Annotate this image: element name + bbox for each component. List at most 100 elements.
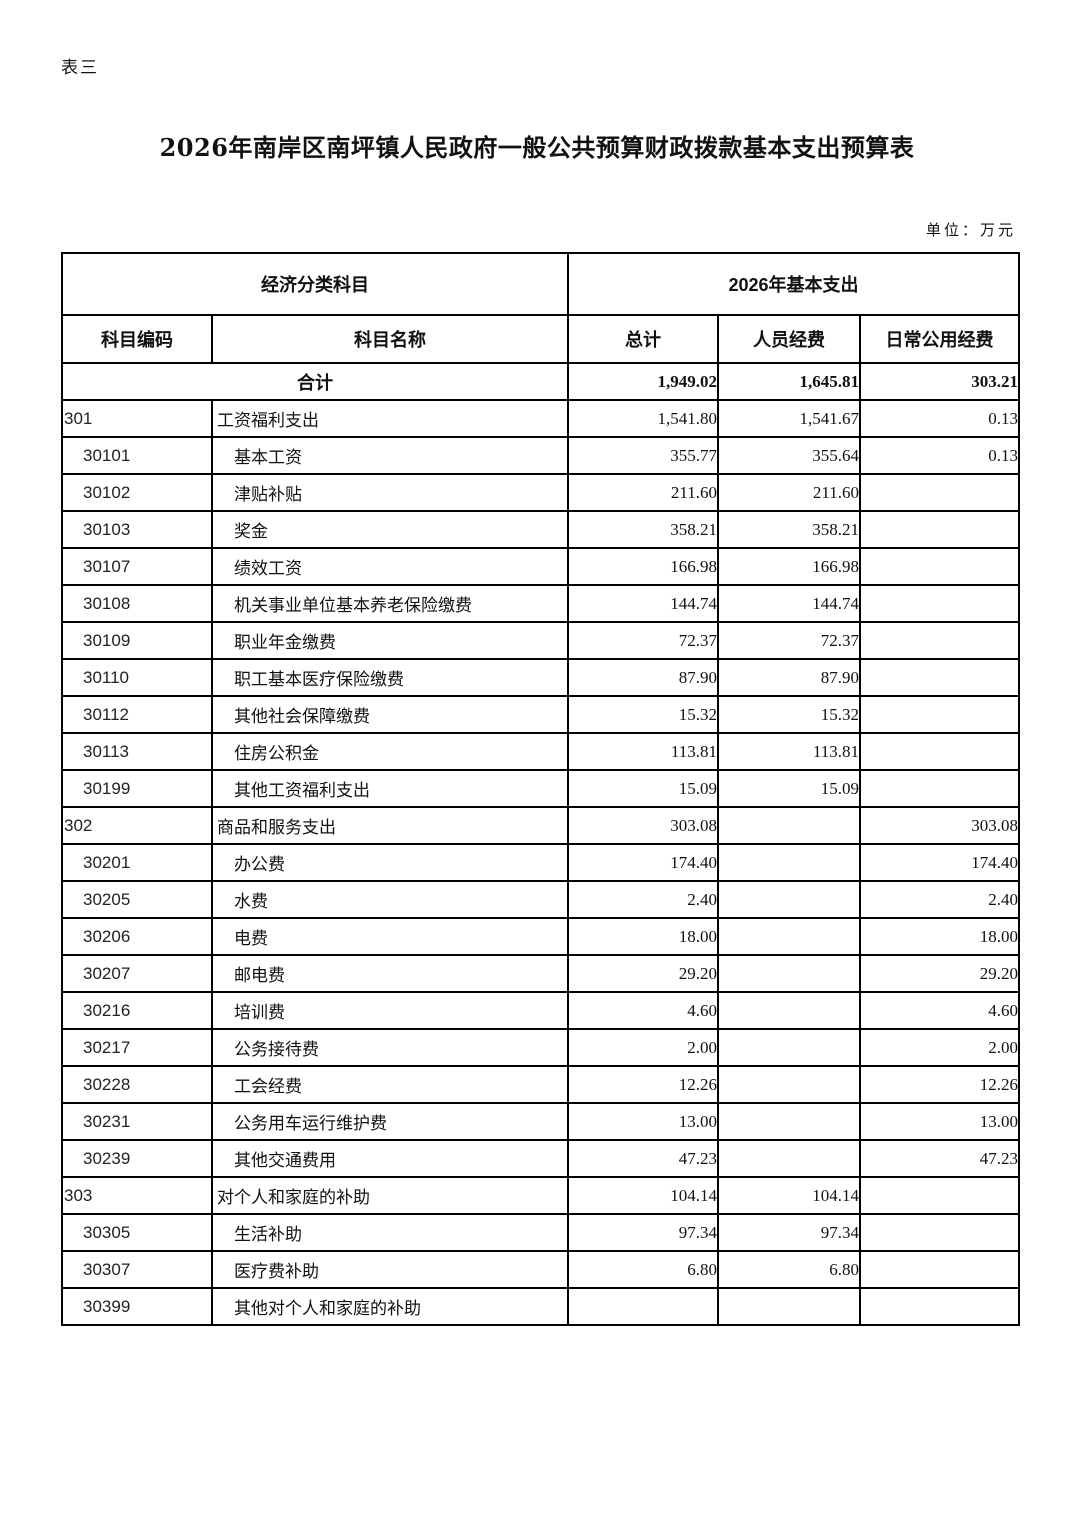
subject-code-cell: 30108 xyxy=(61,584,213,623)
personnel-value-cell: 113.81 xyxy=(717,732,861,771)
total-value-cell: 18.00 xyxy=(567,917,719,956)
subject-name-cell: 住房公积金 xyxy=(211,732,569,771)
table-row: 30216 培训费 4.60 4.60 xyxy=(61,991,1020,1030)
total-value-cell: 15.32 xyxy=(567,695,719,734)
table-row: 303 对个人和家庭的补助 104.14 104.14 xyxy=(61,1176,1020,1215)
personnel-value-cell: 166.98 xyxy=(717,547,861,586)
subject-name-cell: 其他交通费用 xyxy=(211,1139,569,1178)
subject-name-cell: 职工基本医疗保险缴费 xyxy=(211,658,569,697)
subject-code-cell: 303 xyxy=(61,1176,213,1215)
subject-code-cell: 30201 xyxy=(61,843,213,882)
total-value-cell: 13.00 xyxy=(567,1102,719,1141)
subject-code-cell: 30112 xyxy=(61,695,213,734)
total-value-cell: 87.90 xyxy=(567,658,719,697)
table-row: 30307 医疗费补助 6.80 6.80 xyxy=(61,1250,1020,1289)
daily-value-cell: 29.20 xyxy=(859,954,1020,993)
subject-code-cell: 30102 xyxy=(61,473,213,512)
total-value-cell: 72.37 xyxy=(567,621,719,660)
personnel-value-cell: 144.74 xyxy=(717,584,861,623)
table-row: 30199 其他工资福利支出 15.09 15.09 xyxy=(61,769,1020,808)
total-value-cell: 29.20 xyxy=(567,954,719,993)
table-row: 30399 其他对个人和家庭的补助 xyxy=(61,1287,1020,1326)
table-row: 30108 机关事业单位基本养老保险缴费 144.74 144.74 xyxy=(61,584,1020,623)
subject-name-cell: 对个人和家庭的补助 xyxy=(211,1176,569,1215)
personnel-value-cell xyxy=(717,954,861,993)
personnel-value-cell xyxy=(717,843,861,882)
daily-value-cell: 47.23 xyxy=(859,1139,1020,1178)
table-row: 30101 基本工资 355.77 355.64 0.13 xyxy=(61,436,1020,475)
subject-name-cell: 其他社会保障缴费 xyxy=(211,695,569,734)
subject-name-cell: 职业年金缴费 xyxy=(211,621,569,660)
table-row: 30228 工会经费 12.26 12.26 xyxy=(61,1065,1020,1104)
daily-value-cell xyxy=(859,1176,1020,1215)
daily-value-cell xyxy=(859,547,1020,586)
personnel-value-cell xyxy=(717,917,861,956)
total-value-cell: 174.40 xyxy=(567,843,719,882)
personnel-value-cell xyxy=(717,1028,861,1067)
total-value-cell: 6.80 xyxy=(567,1250,719,1289)
budget-table: 经济分类科目 2026年基本支出 科目编码 科目名称 总计 人员经费 日常公用经… xyxy=(61,252,1020,1326)
page-title: 2026年南岸区南坪镇人民政府一般公共预算财政拨款基本支出预算表 xyxy=(159,133,915,162)
personnel-value-cell: 211.60 xyxy=(717,473,861,512)
subject-name-cell: 机关事业单位基本养老保险缴费 xyxy=(211,584,569,623)
subject-name-cell: 医疗费补助 xyxy=(211,1250,569,1289)
total-value-cell: 2.40 xyxy=(567,880,719,919)
table-row: 30109 职业年金缴费 72.37 72.37 xyxy=(61,621,1020,660)
subject-code-cell: 301 xyxy=(61,399,213,438)
personnel-value-cell: 355.64 xyxy=(717,436,861,475)
personnel-value-cell xyxy=(717,1139,861,1178)
total-value-cell: 12.26 xyxy=(567,1065,719,1104)
total-row-daily-value: 303.21 xyxy=(859,362,1020,401)
subject-code-cell: 30217 xyxy=(61,1028,213,1067)
daily-value-cell xyxy=(859,695,1020,734)
daily-value-cell: 2.00 xyxy=(859,1028,1020,1067)
daily-value-cell xyxy=(859,510,1020,549)
subject-code-cell: 30103 xyxy=(61,510,213,549)
subject-code-cell: 30307 xyxy=(61,1250,213,1289)
subject-code-cell: 30199 xyxy=(61,769,213,808)
daily-value-cell xyxy=(859,621,1020,660)
table-row: 30239 其他交通费用 47.23 47.23 xyxy=(61,1139,1020,1178)
group-header-basic-expenditure-2026: 2026年基本支出 xyxy=(567,252,1020,316)
total-value-cell: 104.14 xyxy=(567,1176,719,1215)
subject-code-cell: 30216 xyxy=(61,991,213,1030)
daily-value-cell: 18.00 xyxy=(859,917,1020,956)
daily-value-cell: 174.40 xyxy=(859,843,1020,882)
daily-value-cell: 12.26 xyxy=(859,1065,1020,1104)
group-header-economic-classification: 经济分类科目 xyxy=(61,252,569,316)
table-row: 302 商品和服务支出 303.08 303.08 xyxy=(61,806,1020,845)
table-row: 30102 津贴补贴 211.60 211.60 xyxy=(61,473,1020,512)
table-row: 30110 职工基本医疗保险缴费 87.90 87.90 xyxy=(61,658,1020,697)
subject-name-cell: 生活补助 xyxy=(211,1213,569,1252)
subject-name-cell: 奖金 xyxy=(211,510,569,549)
total-value-cell: 4.60 xyxy=(567,991,719,1030)
subject-code-cell: 30239 xyxy=(61,1139,213,1178)
subject-name-cell: 其他工资福利支出 xyxy=(211,769,569,808)
total-value-cell: 97.34 xyxy=(567,1213,719,1252)
subject-code-cell: 30205 xyxy=(61,880,213,919)
total-value-cell: 15.09 xyxy=(567,769,719,808)
subject-code-cell: 30228 xyxy=(61,1065,213,1104)
table-row: 30103 奖金 358.21 358.21 xyxy=(61,510,1020,549)
daily-value-cell xyxy=(859,1213,1020,1252)
subject-code-cell: 30101 xyxy=(61,436,213,475)
subject-name-cell: 公务接待费 xyxy=(211,1028,569,1067)
subject-name-cell: 基本工资 xyxy=(211,436,569,475)
total-value-cell: 144.74 xyxy=(567,584,719,623)
personnel-value-cell xyxy=(717,1065,861,1104)
personnel-value-cell: 104.14 xyxy=(717,1176,861,1215)
col-header-subject-code: 科目编码 xyxy=(61,314,213,364)
personnel-value-cell xyxy=(717,1287,861,1326)
table-row: 30231 公务用车运行维护费 13.00 13.00 xyxy=(61,1102,1020,1141)
subject-name-cell: 工资福利支出 xyxy=(211,399,569,438)
personnel-value-cell xyxy=(717,806,861,845)
daily-value-cell xyxy=(859,1287,1020,1326)
table-row: 30112 其他社会保障缴费 15.32 15.32 xyxy=(61,695,1020,734)
total-value-cell xyxy=(567,1287,719,1326)
total-value-cell: 1,541.80 xyxy=(567,399,719,438)
table-row: 30206 电费 18.00 18.00 xyxy=(61,917,1020,956)
subject-name-cell: 津贴补贴 xyxy=(211,473,569,512)
subject-code-cell: 30305 xyxy=(61,1213,213,1252)
table-row: 30207 邮电费 29.20 29.20 xyxy=(61,954,1020,993)
